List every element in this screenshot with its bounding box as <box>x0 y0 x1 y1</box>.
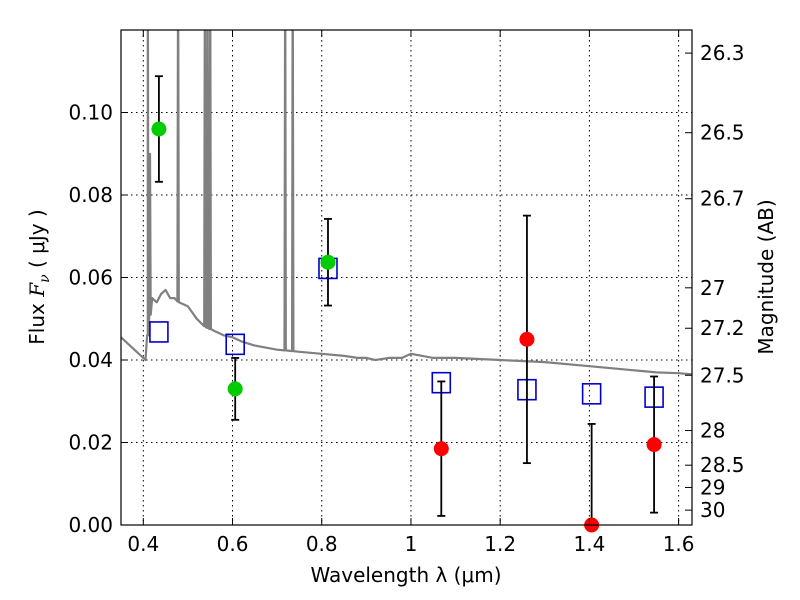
model-photometry-point <box>149 321 169 343</box>
y2-tick-label: 27 <box>700 276 725 300</box>
x-tick-label: 0.8 <box>306 532 338 556</box>
y2-tick-label: 28.5 <box>700 453 745 477</box>
data-markers <box>149 75 664 533</box>
y2-tick-label: 26.7 <box>700 187 745 211</box>
y-tick-label: 0.04 <box>68 348 113 372</box>
x-tick-label: 1.4 <box>573 532 605 556</box>
model-photometry-point <box>225 333 245 356</box>
model-photometry-point <box>581 383 602 405</box>
observed-flux-point <box>320 254 336 270</box>
y2-tick-label: 26.3 <box>700 41 745 65</box>
y-tick-label: 0.02 <box>68 431 113 455</box>
x-tick-label: 0.4 <box>127 532 159 556</box>
y-tick-label: 0.00 <box>68 513 113 537</box>
y2-tick-label: 29 <box>700 475 725 499</box>
grid <box>121 30 692 525</box>
observed-flux-point <box>433 441 449 457</box>
y-tick-label: 0.06 <box>68 266 113 290</box>
y2-tick-label: 26.5 <box>700 121 745 145</box>
y2-tick-label: 30 <box>700 498 725 522</box>
x-tick-label: 0.6 <box>217 532 249 556</box>
y2-tick-label: 27.5 <box>700 363 745 387</box>
x-tick-label: 1.6 <box>663 532 695 556</box>
y2-axis-label: Magnitude (AB) <box>754 199 778 354</box>
x-tick-label: 1 <box>405 532 418 556</box>
axis-ticks: 0.4 0.6 0.8 1 1.2 1.4 1.6 0.00 0.02 0.04 0.06 0.08 0… <box>68 30 745 556</box>
observed-flux-point <box>151 121 167 137</box>
observed-flux-point <box>227 381 243 397</box>
observed-flux-point <box>646 437 662 453</box>
model-spectrum <box>121 30 692 376</box>
x-tick-label: 1.2 <box>484 532 516 556</box>
observed-flux-point <box>519 331 535 347</box>
y2-tick-label: 28 <box>700 419 725 443</box>
y2-tick-label: 27.2 <box>700 316 745 340</box>
model-spectrum-line <box>121 30 692 376</box>
x-axis-label: Wavelength λ (μm) <box>310 563 501 587</box>
y-tick-label: 0.10 <box>68 101 113 125</box>
y-axis-label: Flux Fν ( μJy ) <box>25 209 53 344</box>
y-tick-label: 0.08 <box>68 183 113 207</box>
